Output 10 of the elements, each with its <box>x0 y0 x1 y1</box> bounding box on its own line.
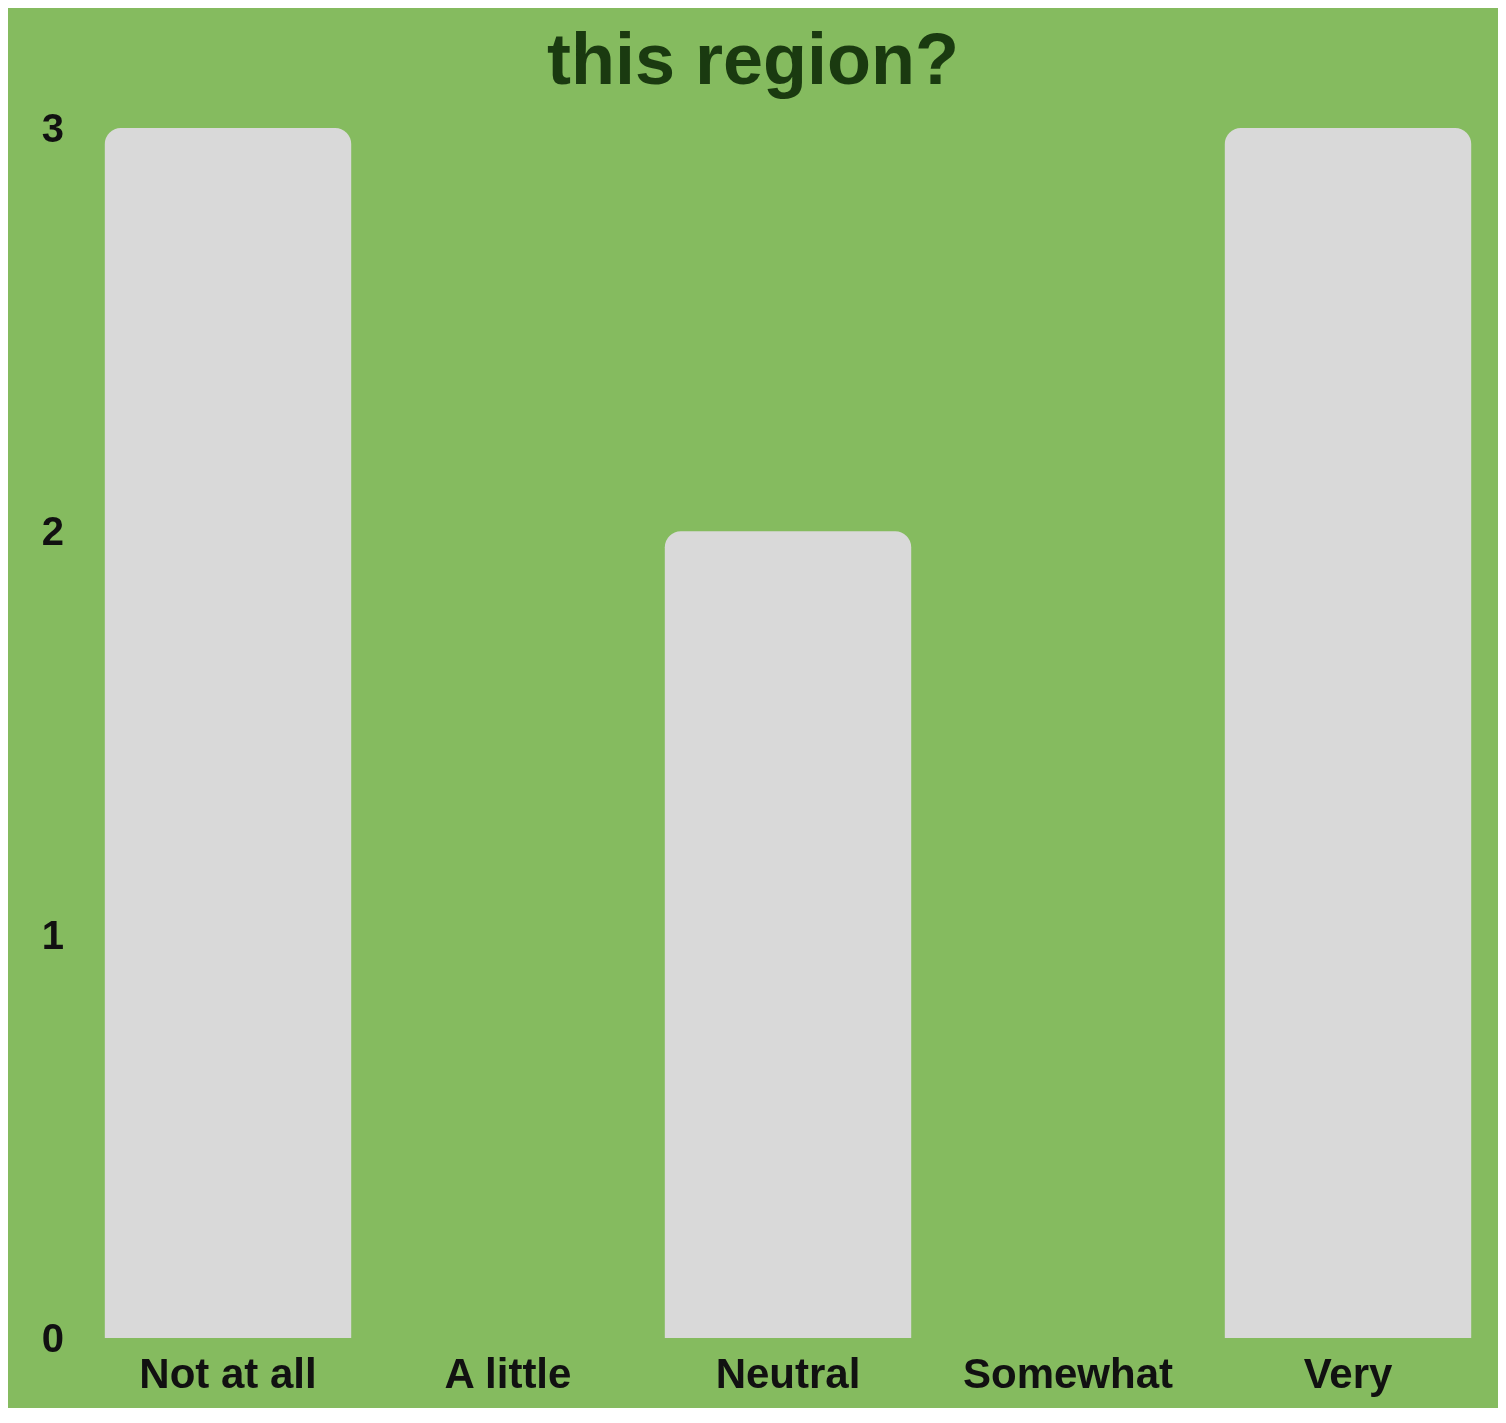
x-tick-label: Neutral <box>715 1349 861 1397</box>
y-tick-label: 0 <box>41 1316 64 1360</box>
y-tick-label: 2 <box>41 509 64 554</box>
y-tick-label: 3 <box>41 106 64 150</box>
y-tick-label: 1 <box>41 912 64 957</box>
x-tick-label: Not at all <box>139 1349 317 1397</box>
x-tick-label: Somewhat <box>962 1349 1174 1397</box>
chart-title: this region? <box>547 19 959 99</box>
x-tick-label: Very <box>1303 1349 1394 1397</box>
x-tick-label: A little <box>444 1349 572 1397</box>
